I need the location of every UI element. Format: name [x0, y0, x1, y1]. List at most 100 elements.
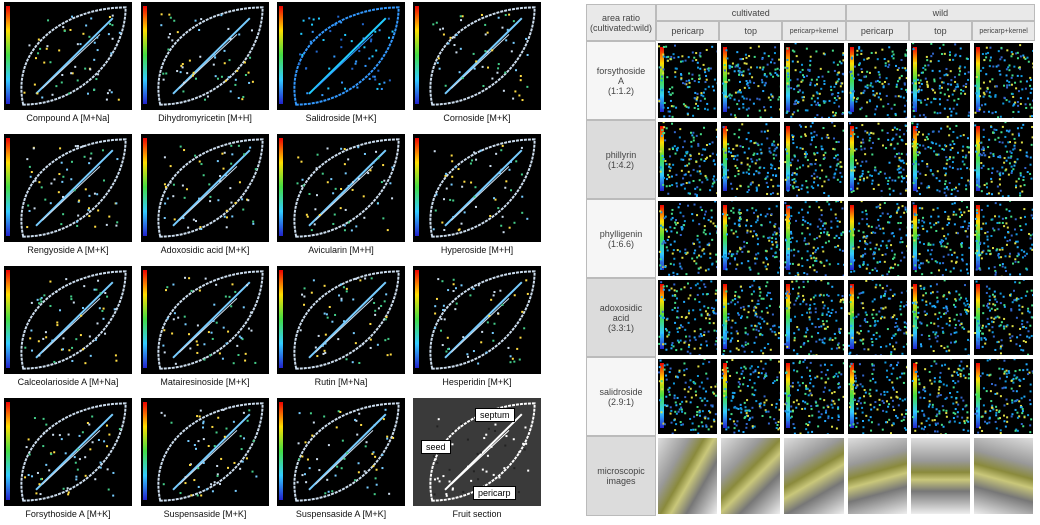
colorbar [976, 284, 980, 349]
image-texture [658, 201, 718, 276]
image-texture [974, 201, 1034, 276]
ms-image [847, 43, 907, 118]
ms-image [277, 134, 405, 242]
ms-image [910, 359, 970, 434]
colorbar [660, 205, 664, 270]
image-texture [974, 44, 1034, 118]
group-header: wild [845, 4, 1036, 21]
ms-image [658, 201, 718, 276]
ms-image [784, 359, 844, 434]
image-texture [20, 270, 127, 370]
microscopic-image [721, 438, 781, 514]
colorbar [660, 126, 664, 191]
ms-image [141, 2, 269, 110]
colorbar [976, 47, 980, 112]
colorbar [786, 284, 791, 349]
image-texture [722, 45, 781, 118]
row-label: microscopic images [586, 436, 656, 516]
image-texture [429, 6, 536, 106]
ms-image [141, 398, 269, 506]
corner-header: area ratio (cultivated:wild) [586, 4, 656, 41]
colorbar [279, 6, 283, 104]
ms-image [658, 359, 718, 434]
colorbar [786, 126, 791, 191]
ms-image [658, 280, 718, 355]
image-texture [293, 402, 400, 502]
colorbar [849, 284, 854, 349]
image-texture [911, 359, 970, 434]
column-header: pericarp [656, 21, 720, 41]
colorbar [786, 47, 791, 112]
ms-image [910, 280, 970, 355]
ms-image [141, 266, 269, 374]
fruit-label: septum [475, 408, 515, 422]
colorbar [723, 284, 728, 349]
colorbar [849, 363, 854, 428]
ms-image [910, 122, 970, 197]
colorbar [143, 138, 147, 236]
colorbar [786, 205, 791, 270]
image-texture [157, 402, 264, 502]
microscopic-image [784, 438, 844, 514]
ms-image [4, 2, 132, 110]
ms-image [4, 134, 132, 242]
colorbar [723, 47, 728, 112]
colorbar [415, 6, 419, 104]
colorbar [912, 363, 917, 428]
panel-caption: Rutin [M+Na] [314, 377, 368, 387]
ms-image [784, 122, 844, 197]
colorbar [660, 363, 664, 428]
ms-image [413, 2, 541, 110]
area-ratio: (1:1.2) [607, 85, 634, 96]
image-texture [847, 122, 907, 197]
colorbar [976, 205, 980, 270]
colorbar [6, 270, 10, 368]
ms-image [721, 122, 781, 197]
ms-image [847, 359, 907, 434]
colorbar [912, 205, 917, 270]
ms-image [847, 122, 907, 197]
image-texture [910, 280, 970, 355]
area-ratio: (1:6.6) [607, 238, 634, 249]
ms-image [974, 280, 1034, 355]
panel-caption: Hyperoside [M+H] [440, 245, 514, 255]
image-texture [721, 123, 781, 197]
row-label: phillyrin (1:4.2) [586, 120, 656, 199]
colorbar [6, 138, 10, 236]
group-header: cultivated [656, 4, 846, 21]
compound-name: forsythoside A [596, 65, 646, 86]
panel-caption: Cornoside [M+K] [443, 113, 511, 123]
image-texture [974, 122, 1034, 197]
panel-caption: Suspensaside [M+K] [163, 509, 247, 519]
image-texture [157, 6, 264, 106]
panel-caption: Matairesinoside [M+K] [160, 377, 250, 387]
image-texture [974, 280, 1034, 355]
fruit-label: pericarp [473, 486, 516, 500]
colorbar [723, 126, 728, 191]
ms-image [413, 266, 541, 374]
ms-image [784, 201, 844, 276]
colorbar [976, 363, 980, 428]
image-texture [659, 122, 718, 197]
compound-name: phylligenin [599, 228, 643, 239]
ms-image [974, 122, 1034, 197]
colorbar [976, 126, 980, 191]
colorbar [415, 138, 419, 236]
ms-image [721, 280, 781, 355]
area-ratio: (3.3:1) [607, 322, 634, 333]
image-texture [293, 138, 400, 238]
row-label: adoxosidic acid (3.3:1) [586, 278, 656, 357]
image-texture [20, 402, 127, 502]
image-texture [847, 46, 907, 118]
colorbar [279, 402, 283, 500]
panel-caption: Forsythoside A [M+K] [25, 509, 111, 519]
ms-image [910, 43, 970, 118]
panel-caption: Salidroside [M+K] [305, 113, 377, 123]
image-texture [157, 138, 264, 238]
colorbar [143, 402, 147, 500]
ms-image [277, 398, 405, 506]
colorbar [6, 6, 10, 104]
image-texture [910, 201, 970, 276]
image-texture [658, 280, 718, 355]
panel-caption: Fruit section [452, 509, 502, 519]
